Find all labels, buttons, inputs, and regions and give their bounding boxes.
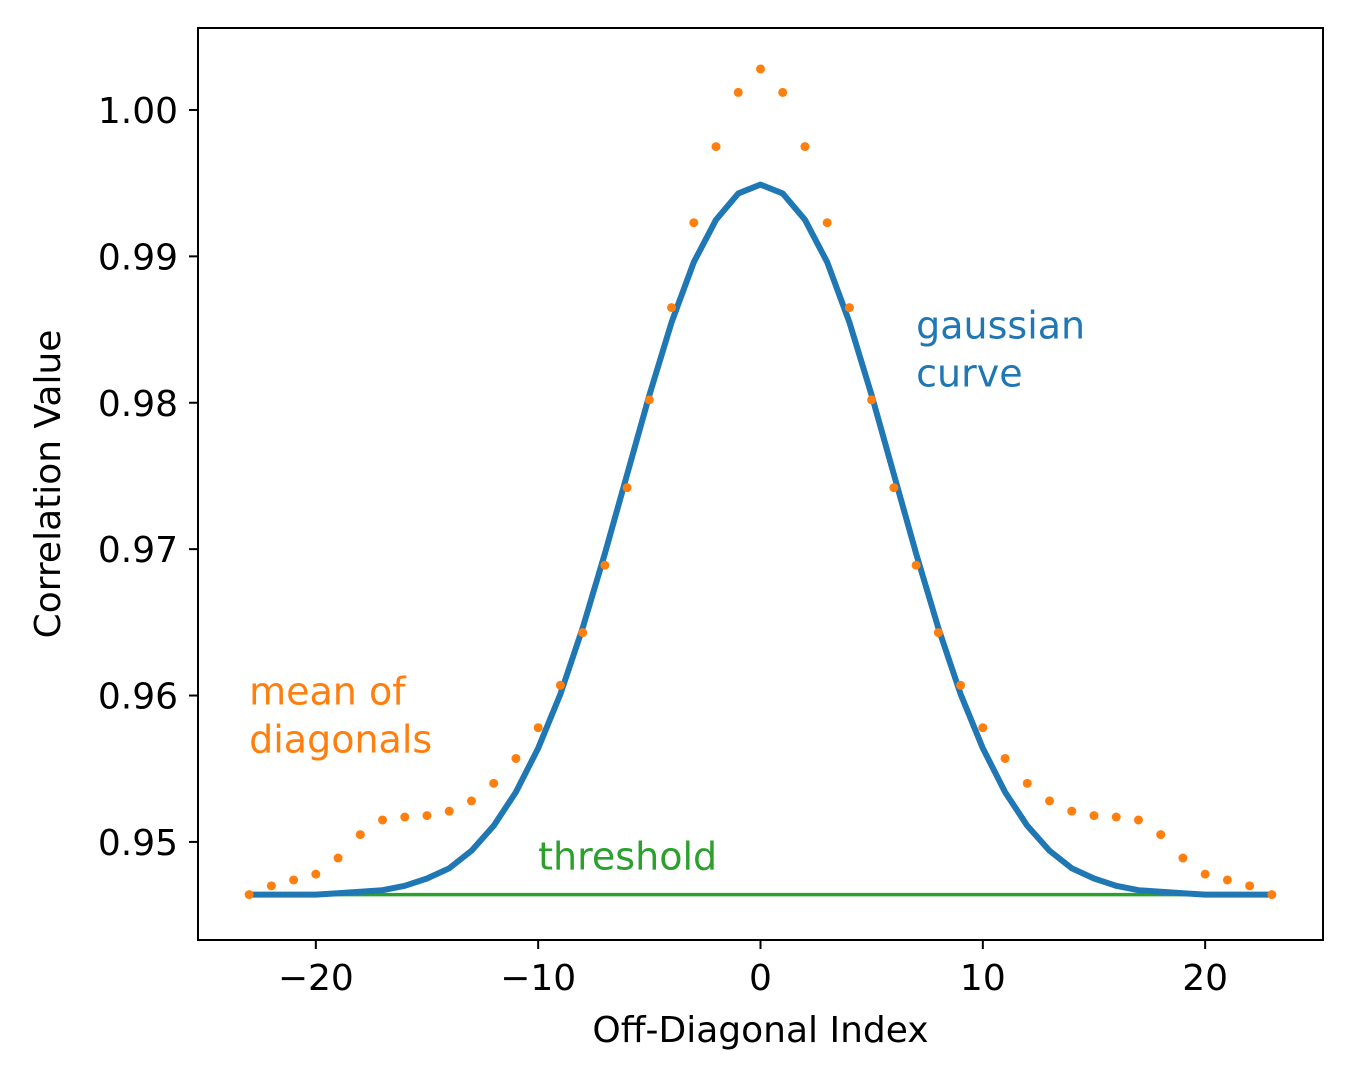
data-point — [444, 806, 454, 816]
data-point — [689, 218, 699, 228]
data-point — [1178, 853, 1188, 863]
data-point — [533, 723, 543, 733]
data-point — [1067, 806, 1077, 816]
data-point — [578, 628, 588, 638]
x-tick-label: 0 — [749, 958, 772, 999]
data-point — [711, 142, 721, 152]
data-point — [266, 881, 276, 891]
annotation-line: mean of — [249, 669, 407, 713]
data-point — [1245, 881, 1255, 891]
data-point — [889, 483, 899, 493]
data-point — [511, 753, 521, 763]
annotation-layer: gaussian curve mean of diagonals threshold — [249, 303, 1085, 878]
data-point — [1000, 753, 1010, 763]
data-point — [1222, 875, 1232, 885]
data-point — [1089, 811, 1099, 821]
annotation-line: diagonals — [249, 717, 432, 761]
ticks-layer: −20 −10 0 10 20 0.95 0.96 0.97 0.98 0.99 1.00 — [98, 91, 1228, 999]
data-point — [644, 395, 654, 405]
data-point — [1156, 830, 1166, 840]
x-tick-label: 20 — [1182, 958, 1228, 999]
series-layer — [244, 64, 1277, 900]
data-point — [933, 628, 943, 638]
annotation-line: curve — [916, 351, 1022, 395]
series-line-gaussian-curve — [249, 181, 1272, 898]
y-tick-label: 0.96 — [98, 677, 178, 718]
annotation-label: gaussian curve — [916, 303, 1085, 395]
x-tick-label: −10 — [500, 958, 576, 999]
data-point — [400, 812, 410, 822]
axes-frame — [197, 27, 1324, 941]
data-point — [911, 560, 921, 570]
annotation-line: gaussian — [916, 303, 1085, 347]
annotation-label: mean of diagonals — [249, 669, 432, 761]
data-point — [822, 218, 832, 228]
data-point — [667, 303, 677, 313]
x-axis-label: Off-Diagonal Index — [592, 1010, 928, 1051]
data-point — [555, 680, 565, 690]
data-point — [1200, 869, 1210, 879]
data-point — [333, 853, 343, 863]
data-point — [1111, 812, 1121, 822]
y-tick-label: 0.98 — [98, 384, 178, 425]
data-point — [800, 142, 810, 152]
data-point — [978, 723, 988, 733]
data-point — [867, 395, 877, 405]
data-point — [1267, 890, 1277, 900]
data-point — [466, 796, 476, 806]
data-point — [289, 875, 299, 885]
annotation-label: threshold — [538, 835, 717, 879]
x-tick-label: 10 — [960, 958, 1006, 999]
data-point — [956, 680, 966, 690]
y-tick-label: 0.99 — [98, 237, 178, 278]
data-point — [244, 890, 254, 900]
data-point — [600, 560, 610, 570]
data-point — [778, 87, 788, 97]
y-tick-label: 0.95 — [98, 823, 178, 864]
data-point — [378, 815, 388, 825]
data-point — [622, 483, 632, 493]
x-tick-label: −20 — [278, 958, 354, 999]
data-point — [489, 778, 499, 788]
y-tick-label: 0.97 — [98, 530, 178, 571]
y-tick-label: 1.00 — [98, 91, 178, 132]
data-point — [733, 87, 743, 97]
data-point — [422, 811, 432, 821]
data-point — [311, 869, 321, 879]
data-point — [1045, 796, 1055, 806]
data-point — [756, 64, 765, 74]
annotation-line: threshold — [538, 835, 717, 879]
data-point — [355, 830, 365, 840]
data-point — [1133, 815, 1143, 825]
y-axis-label: Correlation Value — [28, 330, 69, 639]
data-point — [1022, 778, 1032, 788]
data-point — [844, 303, 854, 313]
